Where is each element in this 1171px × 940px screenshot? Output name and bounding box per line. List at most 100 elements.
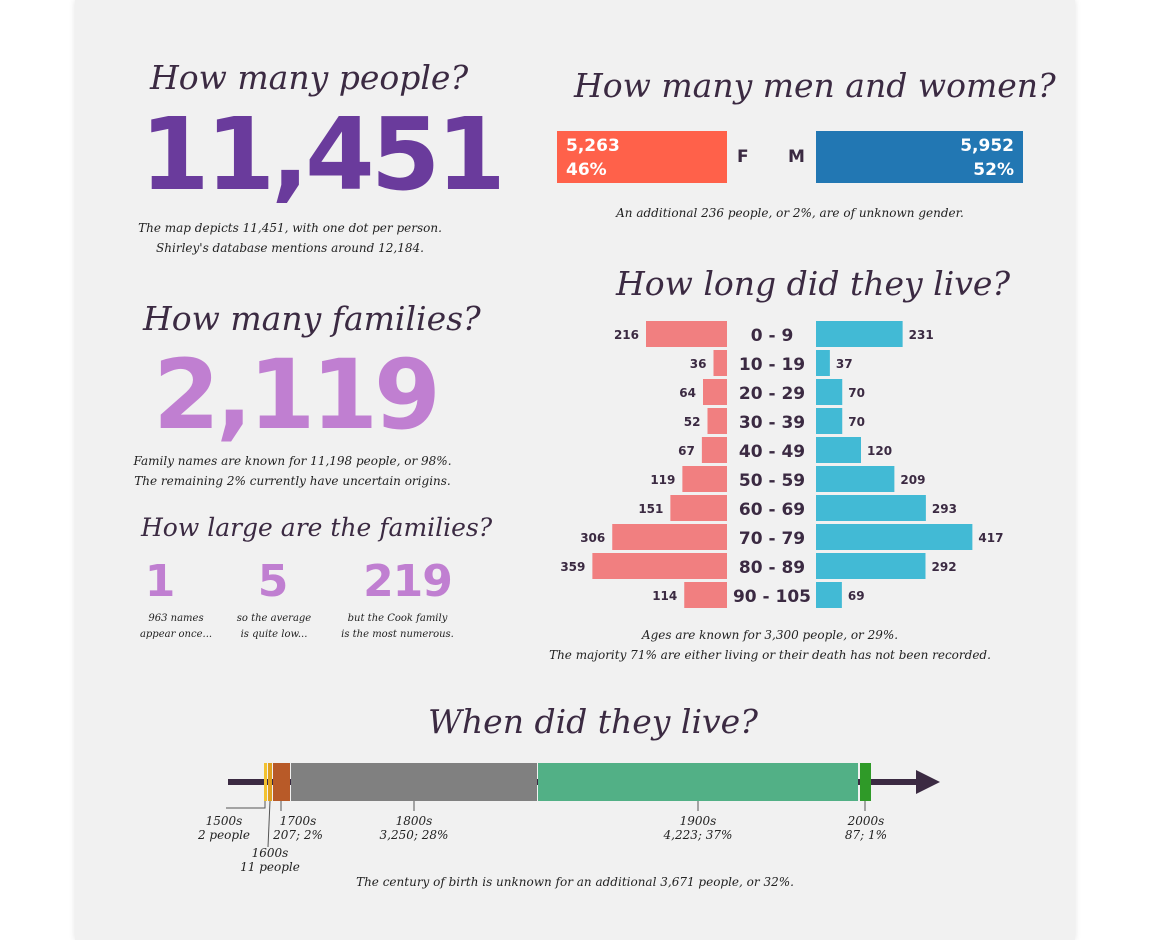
timeline-segment-2000s (860, 763, 871, 801)
pyramid-age-label: 30 - 39 (739, 413, 805, 433)
pyramid-female-value: 151 (638, 502, 663, 516)
pyramid-male-value: 69 (848, 589, 865, 603)
pyramid-female-value: 119 (650, 473, 675, 487)
pyramid-female-value: 306 (580, 531, 605, 545)
timeline-segment-1900s (538, 763, 858, 801)
lifespan-note-line2: The majority 71% are either living or th… (549, 648, 991, 662)
pyramid-age-label: 40 - 49 (739, 442, 805, 462)
family-size-max-line1: but the Cook family (347, 613, 448, 624)
pyramid-age-label: 80 - 89 (739, 558, 805, 578)
pyramid-female-value: 359 (560, 560, 585, 574)
pyramid-age-label: 20 - 29 (739, 384, 805, 404)
pyramid-male-bar (816, 350, 830, 376)
lifespan-title: How long did they live? (616, 264, 1011, 303)
pyramid-male-value: 292 (932, 560, 957, 574)
timeline-detail-label: 87; 1% (845, 828, 887, 842)
lifespan-note-line1: Ages are known for 3,300 people, or 29%. (641, 628, 899, 642)
timeline-arrow-head (916, 770, 940, 794)
pyramid-female-bar (707, 408, 727, 434)
pyramid-male-value: 293 (932, 502, 957, 516)
family-size-min-line1: 963 names (148, 613, 204, 624)
family-size-avg-line2: is quite low... (240, 629, 308, 640)
pyramid-male-value: 70 (848, 386, 865, 400)
female-count: 5,263 (566, 136, 620, 156)
pyramid-male-bar (816, 437, 861, 463)
pyramid-male-bar (816, 466, 895, 492)
pyramid-female-value: 52 (684, 415, 701, 429)
timeline-segment-1700s (273, 763, 290, 801)
family-size-avg-value: 5 (257, 556, 289, 607)
pyramid-age-label: 60 - 69 (739, 500, 805, 520)
lifespan-note: Ages are known for 3,300 people, or 29%.… (530, 625, 1010, 665)
families-note-line2: The remaining 2% currently have uncertai… (134, 474, 451, 488)
timeline-segment-1600s (268, 763, 272, 801)
timeline-detail-label: 207; 2% (272, 828, 323, 842)
timeline-note: The century of birth is unknown for an a… (356, 875, 794, 889)
family-size-max-caption: but the Cook family is the most numerous… (330, 611, 465, 643)
pyramid-female-bar (701, 437, 727, 463)
pyramid-male-bar (816, 495, 926, 521)
pyramid-female-value: 216 (614, 328, 639, 342)
pyramid-age-label: 50 - 59 (739, 471, 805, 491)
timeline-detail-label: 4,223; 37% (663, 828, 733, 842)
family-size-min-value: 1 (144, 556, 176, 607)
pyramid-female-value: 64 (679, 386, 696, 400)
families-note: Family names are known for 11,198 people… (110, 451, 475, 491)
age-pyramid-chart: 216 231 0 - 9 36 37 10 - 19 64 70 20 - 29 52 70 30 … (560, 321, 1003, 608)
pyramid-age-label: 10 - 19 (739, 355, 805, 375)
female-bar: 5,263 46% (557, 131, 727, 183)
pyramid-female-bar (646, 321, 727, 347)
people-title: How many people? (150, 58, 469, 97)
timeline-segment-1800s (291, 763, 537, 801)
pyramid-male-value: 209 (900, 473, 925, 487)
family-size-avg-line1: so the average (236, 613, 312, 624)
people-count: 11,451 (140, 96, 506, 213)
pyramid-female-value: 67 (678, 444, 695, 458)
male-count: 5,952 (960, 136, 1014, 156)
timeline-century-label: 1500s (206, 814, 243, 828)
pyramid-male-bar (816, 379, 843, 405)
pyramid-female-value: 114 (652, 589, 677, 603)
families-title: How many families? (143, 299, 481, 338)
timeline-axis-start (228, 779, 242, 785)
timeline-century-label: 1900s (680, 814, 717, 828)
pyramid-age-label: 90 - 105 (733, 587, 811, 607)
timeline-detail-label: 2 people (197, 828, 250, 842)
timeline-century-label: 1800s (396, 814, 433, 828)
pyramid-male-value: 231 (909, 328, 934, 342)
pyramid-age-label: 0 - 9 (751, 326, 794, 346)
pyramid-male-value: 37 (836, 357, 853, 371)
pyramid-female-bar (713, 350, 727, 376)
timeline-century-label: 1600s (252, 846, 289, 860)
gender-title: How many men and women? (574, 66, 1056, 105)
pyramid-female-bar (612, 524, 727, 550)
family-size-max-value: 219 (363, 556, 453, 607)
pyramid-female-bar (670, 495, 727, 521)
family-size-min-caption: 963 names appear once... (128, 611, 224, 643)
male-bar: 5,952 52% (816, 131, 1023, 183)
timeline-detail-label: 11 people (240, 860, 300, 874)
timeline-leader-1600s (267, 800, 271, 848)
male-pct: 52% (973, 160, 1014, 180)
pyramid-male-bar (816, 321, 903, 347)
timeline-segment-1500s (264, 763, 267, 801)
pyramid-female-value: 36 (690, 357, 707, 371)
people-note-line2: Shirley's database mentions around 12,18… (156, 241, 424, 255)
timeline-detail-label: 3,250; 28% (380, 828, 449, 842)
gender-note: An additional 236 people, or 2%, are of … (616, 206, 964, 220)
pyramid-age-label: 70 - 79 (739, 529, 805, 549)
people-note: The map depicts 11,451, with one dot per… (110, 218, 470, 258)
pyramid-female-bar (703, 379, 727, 405)
timeline-century-label: 1700s (280, 814, 317, 828)
family-size-title: How large are the families? (141, 513, 493, 542)
pyramid-male-value: 70 (848, 415, 865, 429)
timeline-century-label: 2000s (847, 814, 885, 828)
male-letter: M (788, 147, 805, 167)
pyramid-male-bar (816, 408, 843, 434)
timeline-leader-1500s (226, 801, 266, 809)
families-count: 2,119 (153, 339, 441, 451)
pyramid-male-bar (816, 553, 926, 579)
pyramid-female-bar (592, 553, 727, 579)
pyramid-male-bar (816, 582, 842, 608)
